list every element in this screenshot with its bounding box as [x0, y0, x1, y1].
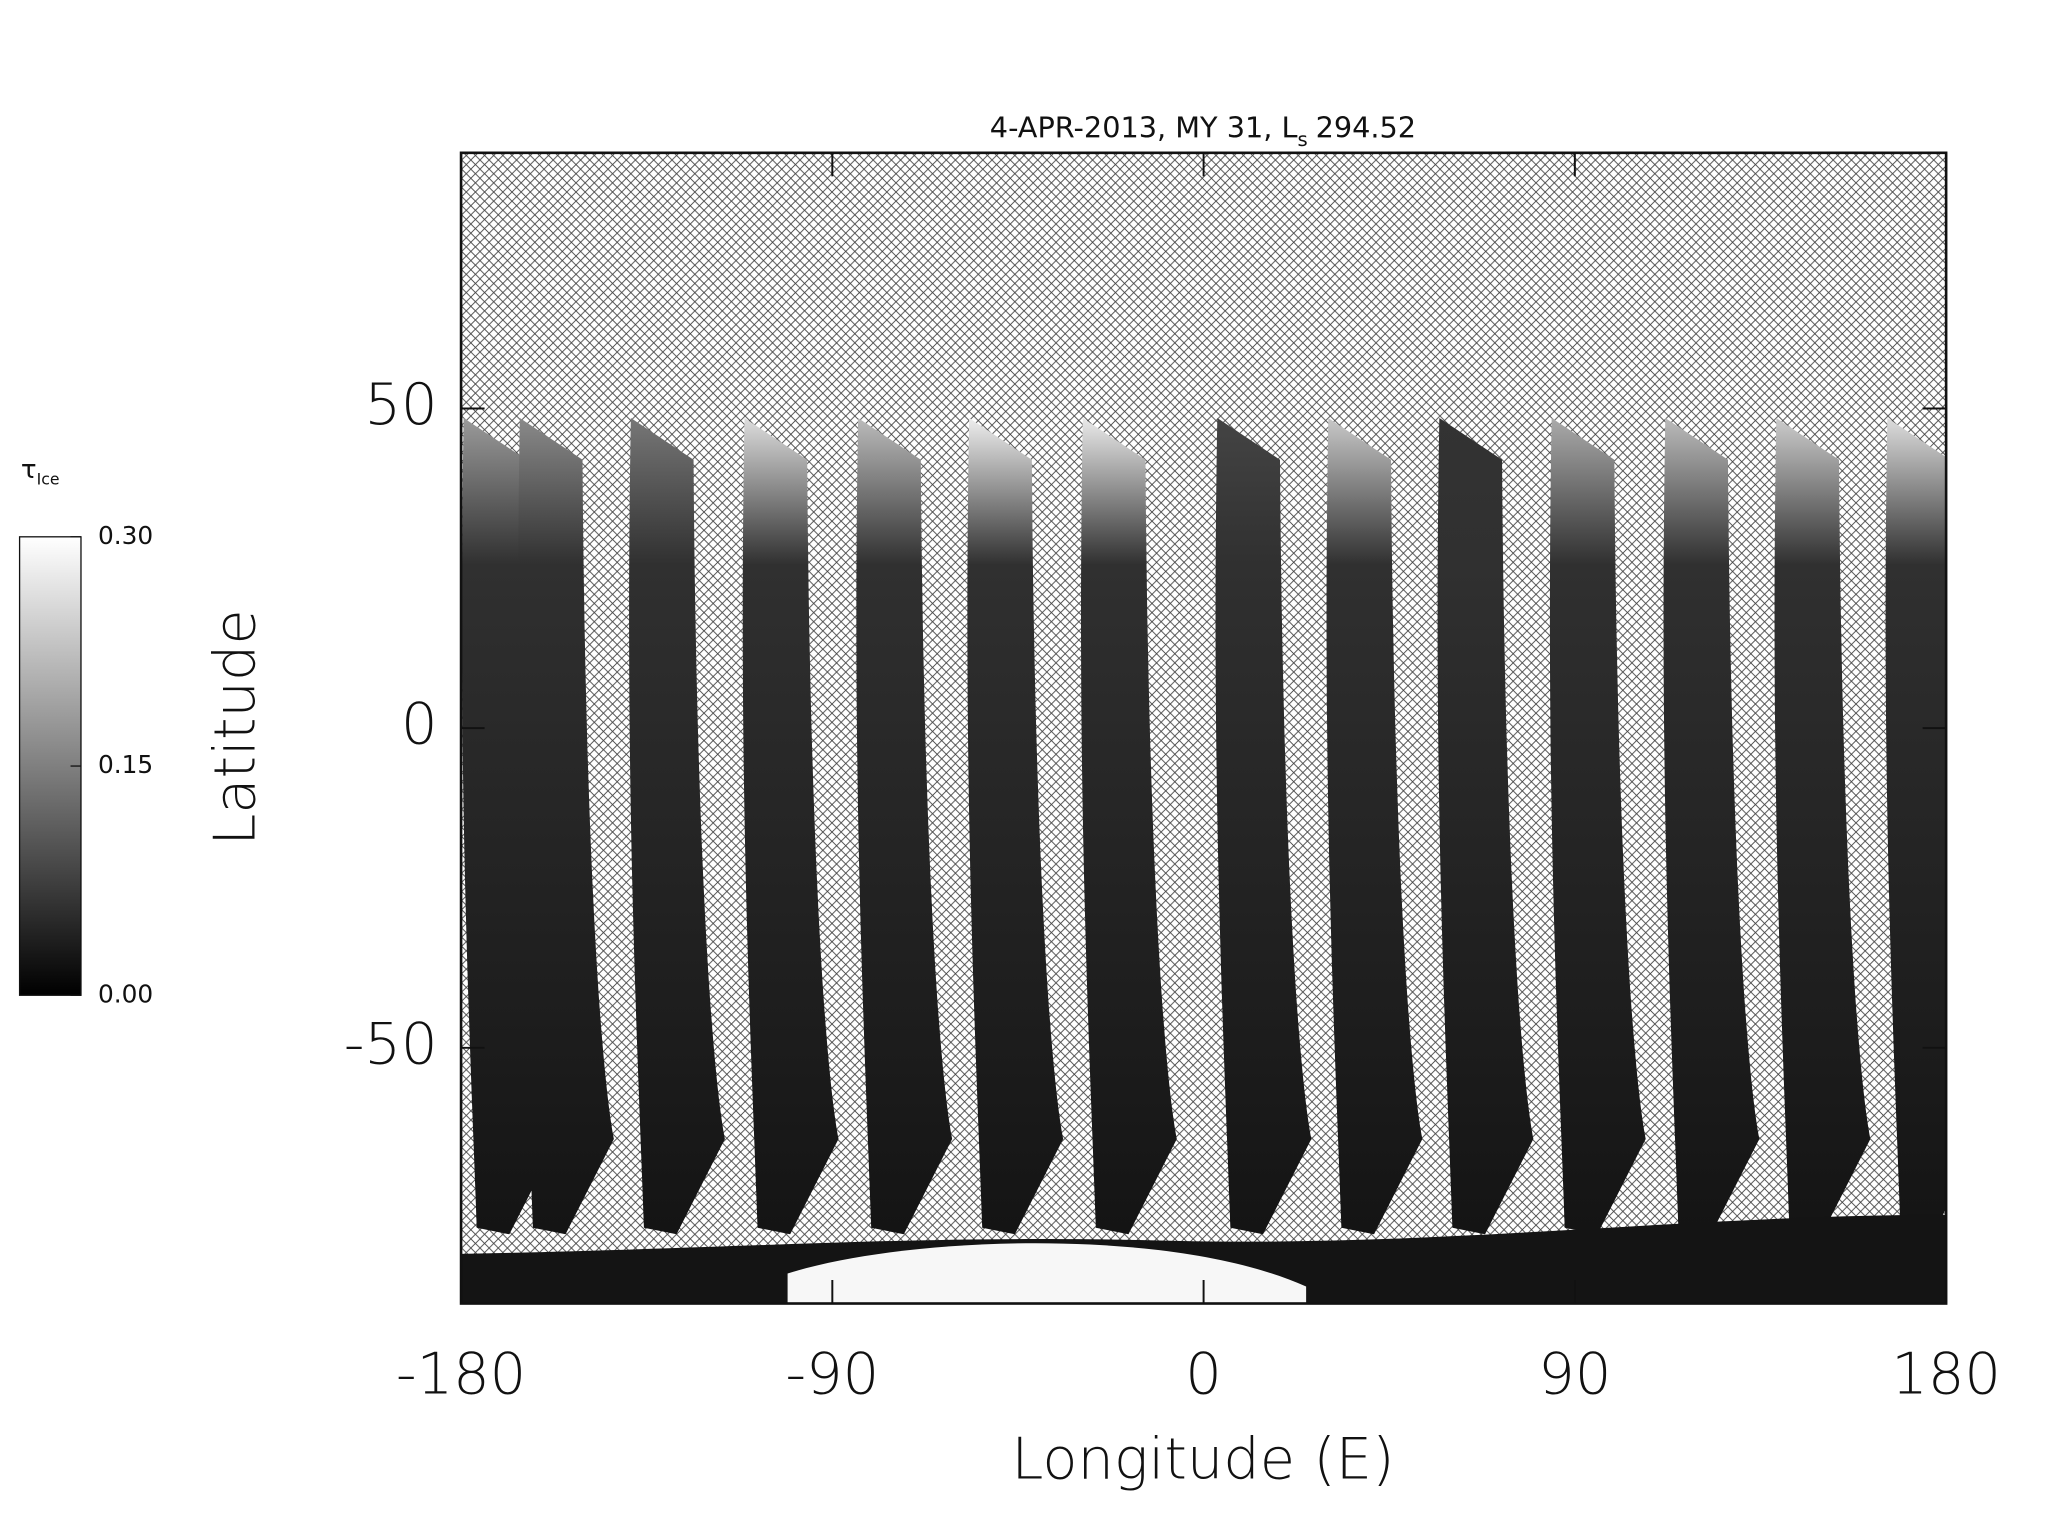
swath	[1663, 417, 1760, 1235]
swath	[629, 417, 725, 1235]
colorbar-tick-label: 0.30	[98, 521, 153, 550]
swath	[1326, 417, 1423, 1235]
swath	[742, 417, 839, 1235]
swath	[1549, 417, 1646, 1235]
swath	[967, 417, 1064, 1235]
x-tick-label: 180	[1891, 1340, 2001, 1407]
swath	[1885, 417, 1947, 1235]
y-tick-label: 50	[364, 371, 437, 438]
x-tick-label: -180	[396, 1340, 526, 1407]
x-axis-label: Longitude (E)	[1011, 1425, 1394, 1492]
y-tick-label: -50	[344, 1010, 438, 1077]
swath	[518, 417, 614, 1235]
polar-band	[787, 1243, 1307, 1304]
map-area	[461, 152, 1947, 1304]
swath	[1080, 417, 1177, 1235]
swath	[856, 417, 953, 1235]
colorbar-tick-label: 0.15	[98, 750, 153, 779]
y-tick-label: 0	[401, 691, 438, 758]
chart-title: 4-APR-2013, MY 31, Ls 294.52	[990, 110, 1416, 150]
y-axis-label: Latitude	[202, 609, 269, 845]
swath	[1774, 417, 1871, 1235]
x-tick-label: 0	[1185, 1340, 1222, 1407]
colorbar-tick-label: 0.00	[98, 979, 153, 1008]
swath	[1437, 417, 1534, 1235]
x-tick-label: -90	[785, 1340, 879, 1407]
colorbar-label: τIce	[21, 455, 60, 488]
x-tick-label: 90	[1538, 1340, 1611, 1407]
swath	[1215, 417, 1312, 1235]
